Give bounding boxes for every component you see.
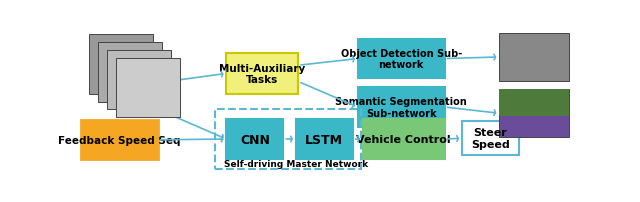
Text: LSTM: LSTM: [305, 133, 343, 146]
FancyBboxPatch shape: [89, 35, 154, 94]
FancyBboxPatch shape: [358, 40, 445, 79]
FancyBboxPatch shape: [81, 121, 158, 160]
Text: Feedback Speed Seq: Feedback Speed Seq: [58, 135, 180, 145]
Text: Semantic Segmentation
Sub-network: Semantic Segmentation Sub-network: [335, 97, 467, 118]
Text: Steer
Speed: Steer Speed: [471, 128, 510, 149]
Text: Self-driving Master Network: Self-driving Master Network: [224, 159, 368, 168]
FancyBboxPatch shape: [358, 88, 445, 127]
FancyBboxPatch shape: [462, 121, 519, 156]
FancyBboxPatch shape: [116, 58, 180, 118]
FancyBboxPatch shape: [499, 89, 568, 116]
FancyBboxPatch shape: [499, 89, 568, 138]
FancyBboxPatch shape: [363, 119, 445, 160]
Text: CNN: CNN: [240, 133, 270, 146]
Text: Vehicle Control: Vehicle Control: [356, 134, 451, 144]
FancyBboxPatch shape: [499, 34, 568, 82]
FancyBboxPatch shape: [107, 51, 172, 110]
FancyBboxPatch shape: [98, 43, 163, 102]
Text: Multi-Auxiliary
Tasks: Multi-Auxiliary Tasks: [219, 63, 305, 85]
Text: Object Detection Sub-
network: Object Detection Sub- network: [340, 48, 462, 70]
FancyBboxPatch shape: [296, 119, 353, 160]
FancyBboxPatch shape: [227, 119, 284, 160]
FancyBboxPatch shape: [227, 54, 298, 94]
